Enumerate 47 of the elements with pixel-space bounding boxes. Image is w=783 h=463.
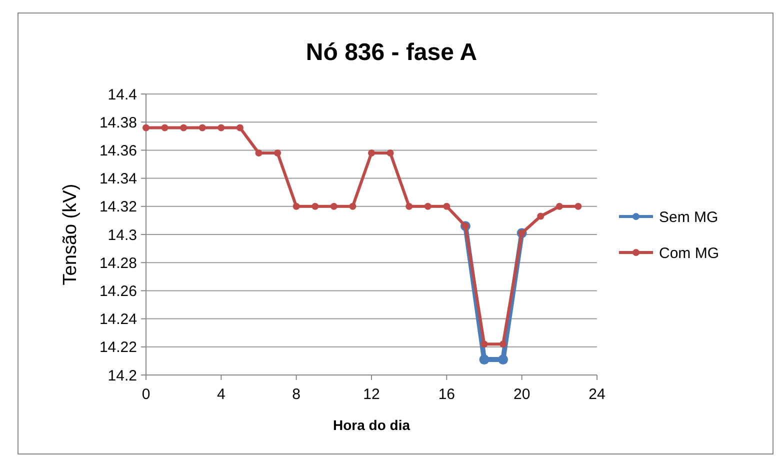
point: [274, 150, 282, 157]
x-tick-label: 0: [142, 386, 150, 403]
point: [424, 202, 432, 210]
x-tick-label: 4: [216, 386, 226, 403]
y-tick-label: 14.2: [108, 367, 137, 384]
y-tick-label: 14.38: [99, 114, 137, 132]
y-tick-label: 14.26: [99, 282, 137, 300]
y-tick-label: 14.4: [108, 86, 137, 104]
chart-title: Nó 836 - fase A: [306, 39, 478, 66]
x-axis-title: Hora do dia: [332, 417, 410, 433]
x-tick-label: 8: [292, 386, 301, 403]
point: [142, 124, 150, 132]
x-tick-label: 12: [363, 386, 380, 403]
point: [498, 354, 508, 365]
x-tick-label: 24: [588, 386, 606, 403]
point: [406, 202, 413, 210]
point: [161, 124, 168, 132]
y-tick-label: 14.36: [99, 142, 137, 160]
y-tick-label: 14.22: [99, 339, 137, 356]
point: [255, 150, 262, 157]
point: [180, 124, 188, 132]
legend-label: Sem MG: [659, 208, 718, 226]
point: [198, 124, 206, 132]
y-tick-label: 14.3: [108, 226, 137, 244]
point: [443, 202, 450, 210]
point: [330, 202, 338, 210]
y-axis-title: Tensão (kV): [60, 184, 81, 286]
point: [500, 340, 507, 348]
y-tick-label: 14.32: [99, 198, 137, 216]
point: [218, 124, 225, 132]
point: [479, 354, 490, 365]
x-tick-label: 20: [513, 386, 530, 403]
point: [349, 202, 356, 210]
point: [292, 202, 300, 210]
legend-label: Com MG: [659, 244, 719, 262]
point: [574, 202, 582, 210]
point: [368, 150, 375, 157]
point: [556, 202, 563, 210]
point: [386, 150, 394, 157]
y-tick-label: 14.24: [99, 311, 137, 328]
point: [480, 340, 488, 348]
y-tick-label: 14.28: [99, 254, 137, 272]
y-tick-label: 14.34: [99, 170, 137, 188]
point: [236, 124, 244, 132]
point: [312, 202, 319, 210]
point: [537, 212, 544, 220]
x-tick-label: 16: [438, 386, 456, 403]
